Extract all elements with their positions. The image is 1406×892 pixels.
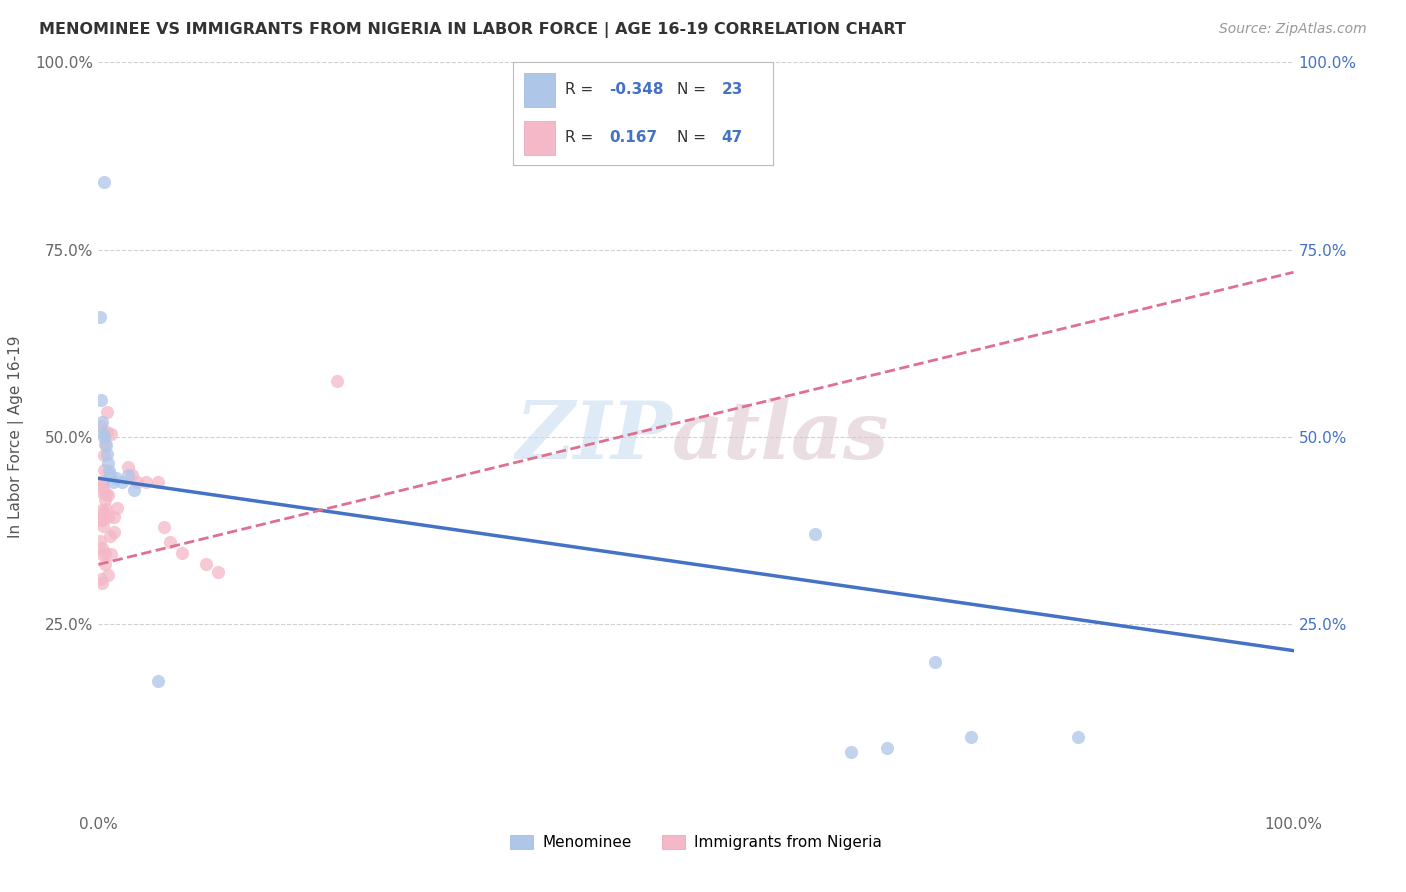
- Text: -0.348: -0.348: [609, 82, 664, 97]
- Point: [94, 557, 117, 571]
- Point: [93, 430, 115, 444]
- Point: [172, 546, 194, 560]
- Text: Source: ZipAtlas.com: Source: ZipAtlas.com: [1219, 22, 1367, 37]
- Point: [153, 520, 176, 534]
- Point: [90, 513, 112, 527]
- Point: [96, 425, 118, 439]
- Point: [89, 310, 111, 325]
- Point: [90, 513, 112, 527]
- Point: [125, 475, 148, 489]
- Point: [94, 546, 117, 560]
- Point: [91, 476, 114, 491]
- Point: [960, 730, 983, 744]
- Point: [326, 374, 349, 388]
- Point: [135, 475, 157, 489]
- Text: MENOMINEE VS IMMIGRANTS FROM NIGERIA IN LABOR FORCE | AGE 16-19 CORRELATION CHAR: MENOMINEE VS IMMIGRANTS FROM NIGERIA IN …: [39, 22, 907, 38]
- Bar: [523, 121, 555, 155]
- Point: [876, 741, 898, 756]
- Text: 0.167: 0.167: [609, 130, 658, 145]
- Point: [100, 528, 122, 542]
- Point: [93, 505, 115, 519]
- Point: [148, 475, 170, 489]
- Point: [117, 460, 139, 475]
- Text: 47: 47: [721, 130, 742, 145]
- Point: [101, 475, 124, 489]
- Text: N =: N =: [678, 82, 711, 97]
- Point: [91, 541, 114, 555]
- Point: [91, 426, 114, 441]
- Point: [105, 471, 128, 485]
- Point: [117, 467, 139, 482]
- Point: [105, 501, 128, 516]
- Text: atlas: atlas: [672, 399, 890, 475]
- Point: [96, 405, 118, 419]
- Point: [93, 482, 115, 496]
- Point: [89, 534, 111, 549]
- Point: [96, 446, 118, 460]
- Point: [207, 565, 229, 579]
- Point: [804, 527, 827, 541]
- Point: [97, 568, 120, 582]
- Point: [121, 467, 143, 482]
- Point: [148, 673, 170, 688]
- Point: [94, 437, 117, 451]
- Point: [93, 175, 115, 189]
- Point: [94, 501, 117, 516]
- Text: ZIP: ZIP: [515, 399, 672, 475]
- Point: [94, 493, 117, 508]
- Point: [103, 524, 125, 539]
- Point: [98, 464, 121, 478]
- Point: [100, 547, 122, 561]
- Point: [90, 547, 112, 561]
- Point: [94, 487, 117, 501]
- Point: [91, 474, 114, 488]
- Point: [97, 509, 120, 524]
- Point: [91, 576, 114, 591]
- Point: [103, 510, 125, 524]
- Point: [91, 486, 114, 500]
- Point: [97, 488, 120, 502]
- Point: [195, 558, 218, 572]
- Point: [124, 483, 146, 497]
- Text: R =: R =: [565, 82, 599, 97]
- Point: [90, 503, 112, 517]
- Text: 23: 23: [721, 82, 742, 97]
- Point: [91, 519, 114, 533]
- Y-axis label: In Labor Force | Age 16-19: In Labor Force | Age 16-19: [8, 335, 24, 539]
- Point: [924, 655, 946, 669]
- Point: [90, 392, 112, 407]
- Point: [90, 418, 112, 433]
- Point: [93, 463, 115, 477]
- Legend: Menominee, Immigrants from Nigeria: Menominee, Immigrants from Nigeria: [503, 830, 889, 856]
- Point: [93, 448, 115, 462]
- Text: N =: N =: [678, 130, 711, 145]
- Point: [1067, 730, 1090, 744]
- Point: [98, 467, 122, 482]
- Point: [97, 456, 120, 470]
- Point: [159, 535, 181, 549]
- Point: [89, 511, 111, 525]
- Point: [93, 437, 115, 451]
- Point: [841, 745, 863, 759]
- Point: [111, 475, 134, 489]
- Bar: [523, 73, 555, 106]
- Point: [91, 415, 114, 429]
- Point: [100, 427, 122, 442]
- Point: [90, 572, 112, 586]
- Text: R =: R =: [565, 130, 603, 145]
